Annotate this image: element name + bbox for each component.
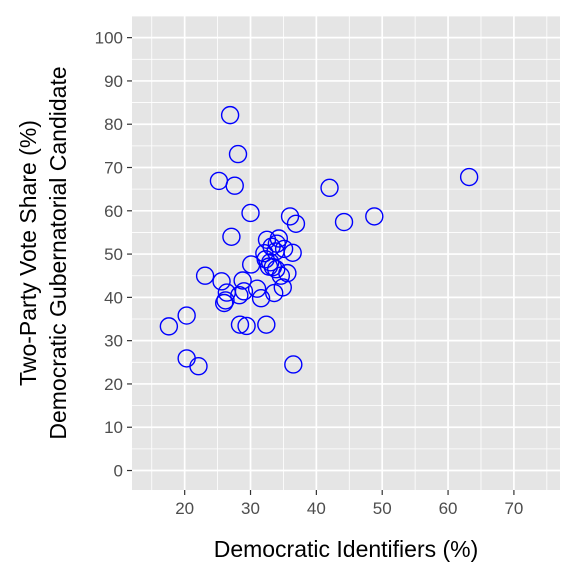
data-point <box>286 214 306 233</box>
y-tick-label: 10 <box>104 418 123 437</box>
y-axis: 0 10 20 30 40 50 60 70 80 90 100 <box>95 29 132 481</box>
y-tick-label: 30 <box>104 332 123 351</box>
data-point <box>230 315 250 334</box>
data-point <box>269 229 289 248</box>
data-point <box>261 253 280 272</box>
data-point <box>274 239 294 259</box>
data-point <box>459 167 479 187</box>
data-point <box>220 105 240 125</box>
data-point <box>267 260 286 279</box>
major-gridlines <box>132 16 560 490</box>
data-point <box>233 271 252 290</box>
data-point <box>237 316 256 336</box>
plot-panel <box>132 16 560 490</box>
data-point <box>255 244 274 263</box>
data-point <box>283 243 302 262</box>
y-tick-label: 90 <box>104 72 123 91</box>
data-point <box>251 289 271 308</box>
x-tick-label: 60 <box>439 499 458 518</box>
data-point <box>177 306 196 325</box>
y-tick-label: 50 <box>104 245 123 264</box>
data-point <box>234 282 254 301</box>
x-tick-label: 70 <box>504 499 523 518</box>
data-point <box>195 266 215 285</box>
y-tick-label: 20 <box>104 375 123 394</box>
data-point <box>273 278 292 297</box>
data-point <box>230 286 249 305</box>
x-axis-title: Democratic Identifiers (%) <box>214 536 479 562</box>
data-point <box>257 315 276 334</box>
data-point <box>159 317 179 336</box>
minor-gridlines <box>132 15 560 490</box>
y-tick-label: 80 <box>104 115 123 134</box>
y-axis-title-line: Two-Party Vote Share (%) <box>15 120 41 386</box>
data-point <box>365 207 384 226</box>
y-tick-label: 100 <box>95 29 123 48</box>
y-tick-label: 0 <box>114 462 123 481</box>
data-point <box>241 203 260 223</box>
y-tick-label: 60 <box>104 202 123 221</box>
x-tick-label: 20 <box>175 499 194 518</box>
data-point <box>216 291 235 310</box>
x-tick-label: 50 <box>373 499 392 518</box>
data-point <box>247 279 267 298</box>
data-point <box>222 227 241 246</box>
data-point <box>212 272 231 291</box>
data-point <box>278 263 297 283</box>
y-tick-label: 40 <box>104 288 123 307</box>
x-tick-label: 30 <box>241 499 260 518</box>
data-point <box>225 176 244 195</box>
data-point <box>214 293 234 313</box>
data-point <box>228 144 248 164</box>
data-points <box>159 105 479 376</box>
x-tick-label: 40 <box>307 499 326 518</box>
data-point <box>280 207 300 226</box>
y-axis-title: Two-Party Vote Share (%) Democratic Guber… <box>15 66 71 439</box>
y-axis-title-line: Democratic Gubernatorial Candidate <box>45 66 71 439</box>
data-point <box>320 178 339 198</box>
y-tick-label: 70 <box>104 159 123 178</box>
data-point <box>189 356 208 376</box>
x-axis: 20 30 40 50 60 70 <box>175 490 523 518</box>
data-point <box>284 355 303 374</box>
data-point <box>334 212 354 232</box>
